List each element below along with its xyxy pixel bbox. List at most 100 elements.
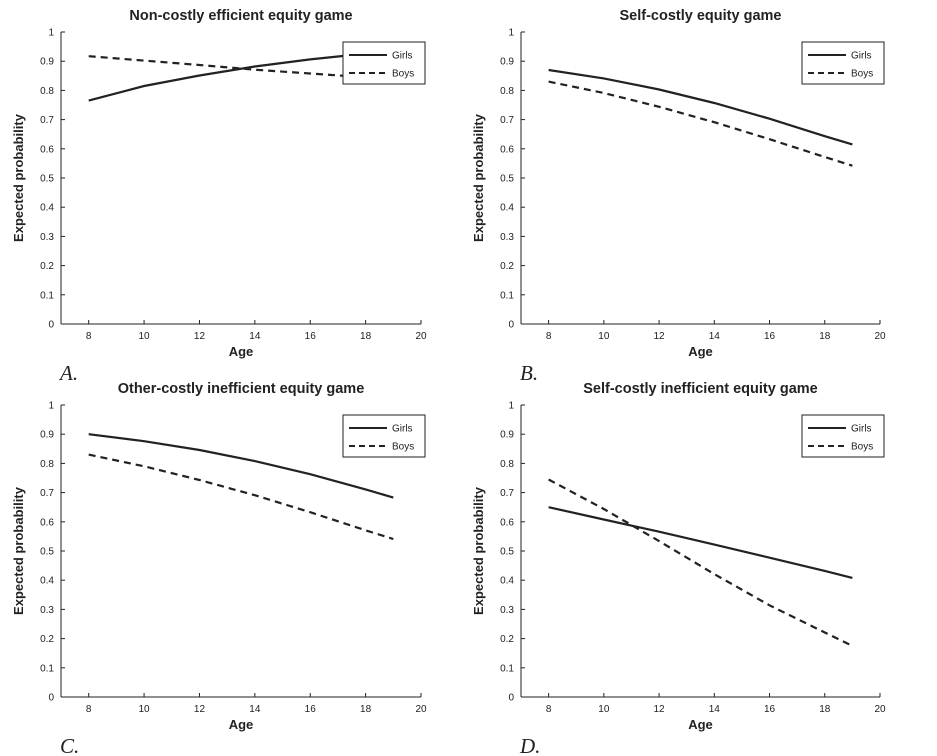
x-tick-label: 14 [709, 331, 721, 342]
y-tick-label: 0.3 [500, 232, 514, 243]
series-line-girls [548, 68, 853, 146]
y-tick-label: 0.2 [500, 634, 514, 645]
legend-label-girls: Girls [851, 51, 872, 62]
x-tick-label: 20 [415, 331, 427, 342]
x-tick-label: 16 [305, 704, 317, 715]
x-tick-label: 8 [546, 704, 552, 715]
y-tick-label: 1 [48, 28, 54, 39]
panel-label: D. [519, 734, 540, 756]
y-tick-label: 0.2 [40, 634, 54, 645]
x-axis-label: Age [688, 717, 713, 732]
y-tick-label: 0.1 [40, 663, 54, 674]
series-line-boys [548, 80, 853, 167]
y-tick-label: 0.6 [40, 144, 54, 155]
y-tick-label: 0.5 [40, 547, 54, 558]
panel-label: C. [60, 734, 79, 756]
x-tick-label: 16 [764, 704, 776, 715]
legend-label-boys: Boys [392, 442, 414, 453]
y-tick-label: 0 [48, 693, 54, 704]
x-tick-label: 8 [86, 704, 92, 715]
y-tick-label: 0.3 [500, 605, 514, 616]
legend-box [801, 41, 885, 85]
x-tick-label: 18 [360, 331, 372, 342]
y-tick-label: 0.8 [500, 86, 514, 97]
chart-title: Self-costly inefficient equity game [583, 381, 817, 397]
y-tick-label: 0.6 [500, 144, 514, 155]
y-tick-label: 0.8 [40, 459, 54, 470]
x-axis-label: Age [229, 344, 254, 359]
legend-box [801, 414, 885, 458]
x-tick-label: 12 [194, 331, 206, 342]
x-tick-label: 16 [764, 331, 776, 342]
y-tick-label: 0.8 [500, 459, 514, 470]
legend-box [342, 414, 426, 458]
x-tick-label: 14 [709, 704, 721, 715]
legend-label-girls: Girls [392, 424, 413, 435]
x-tick-label: 18 [360, 704, 372, 715]
y-tick-label: 0.1 [40, 290, 54, 301]
y-tick-label: 0.6 [40, 517, 54, 528]
y-tick-label: 0.5 [500, 174, 514, 185]
y-tick-label: 0.1 [500, 663, 514, 674]
x-tick-label: 10 [598, 331, 610, 342]
y-tick-label: 0.5 [500, 547, 514, 558]
x-tick-label: 8 [86, 331, 92, 342]
x-tick-label: 18 [819, 704, 831, 715]
x-tick-label: 18 [819, 331, 831, 342]
legend-label-girls: Girls [392, 51, 413, 62]
chart-panel-2: Self-costly equity game 8 10 12 14 16 18 20 0 0.1… [471, 8, 886, 385]
y-tick-label: 0.9 [500, 430, 514, 441]
y-tick-label: 0.7 [40, 115, 54, 126]
series-line-girls [548, 506, 853, 579]
y-tick-label: 0.7 [500, 115, 514, 126]
y-axis-label: Expected probability [11, 486, 26, 615]
y-tick-label: 0.9 [40, 430, 54, 441]
series-line-girls [88, 433, 394, 499]
x-tick-label: 12 [654, 704, 666, 715]
x-tick-label: 20 [874, 704, 886, 715]
y-axis-label: Expected probability [11, 113, 26, 242]
series-line-boys [88, 453, 394, 541]
x-tick-label: 10 [598, 704, 610, 715]
x-axis-label: Age [688, 344, 713, 359]
y-tick-label: 0.7 [40, 488, 54, 499]
x-tick-label: 20 [415, 704, 427, 715]
y-tick-label: 0.7 [500, 488, 514, 499]
y-tick-label: 0.4 [500, 203, 514, 214]
x-tick-label: 14 [249, 704, 261, 715]
y-tick-label: 0.4 [500, 576, 514, 587]
y-axis-label: Expected probability [471, 113, 486, 242]
legend-box [342, 41, 426, 85]
series-line-boys [548, 478, 853, 647]
y-tick-label: 0.6 [500, 517, 514, 528]
y-tick-label: 0.2 [40, 261, 54, 272]
legend-label-boys: Boys [392, 69, 414, 80]
y-tick-label: 0 [508, 320, 514, 331]
x-tick-label: 12 [194, 704, 206, 715]
x-tick-label: 16 [305, 331, 317, 342]
y-tick-label: 0.4 [40, 576, 54, 587]
y-tick-label: 0.1 [500, 290, 514, 301]
x-tick-label: 10 [139, 331, 151, 342]
y-tick-label: 0.4 [40, 203, 54, 214]
x-axis-label: Age [229, 717, 254, 732]
y-tick-label: 0.5 [40, 174, 54, 185]
legend-label-boys: Boys [851, 442, 873, 453]
panel-label: A. [58, 361, 78, 385]
chart-title: Self-costly equity game [620, 8, 782, 24]
y-tick-label: 0.9 [40, 57, 54, 68]
legend-label-boys: Boys [851, 69, 873, 80]
x-tick-label: 14 [249, 331, 261, 342]
y-tick-label: 0.3 [40, 232, 54, 243]
x-tick-label: 8 [546, 331, 552, 342]
y-tick-label: 1 [508, 401, 514, 412]
legend-label-girls: Girls [851, 424, 872, 435]
x-tick-label: 10 [139, 704, 151, 715]
y-tick-label: 0.3 [40, 605, 54, 616]
y-axis-label: Expected probability [471, 486, 486, 615]
y-tick-label: 0.9 [500, 57, 514, 68]
